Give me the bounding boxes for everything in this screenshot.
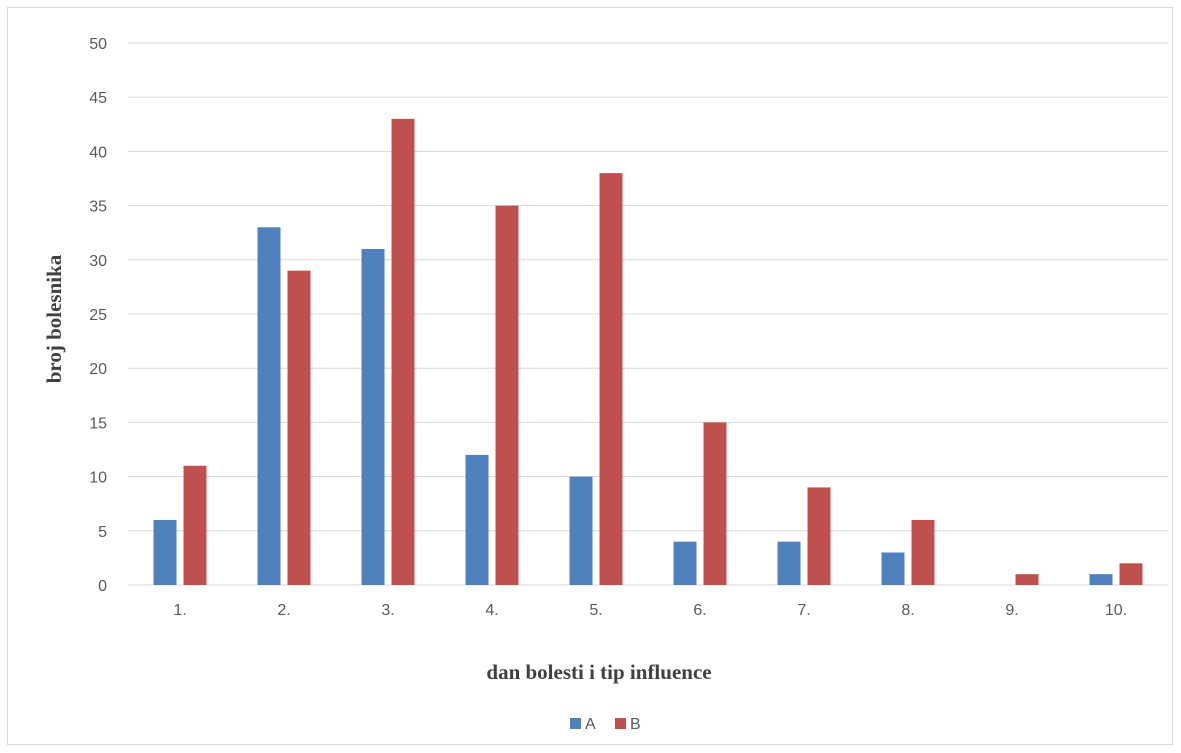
y-tick-label: 15 (89, 415, 107, 432)
x-tick-label: 6. (693, 602, 706, 619)
bar-a-2 (257, 227, 281, 585)
x-tick-label: 7. (797, 602, 810, 619)
x-tick-label: 4. (485, 602, 498, 619)
x-tick-label: 5. (589, 602, 602, 619)
y-tick-label: 10 (89, 470, 107, 487)
chart-frame: 0 5 10 15 20 25 30 35 40 45 50 1. 2. 3. 4. 5. 6. 7. 8. 9. 1… (7, 7, 1173, 745)
x-tick-label: 2. (277, 602, 290, 619)
y-tick-label: 30 (89, 253, 107, 270)
bar-b-1 (183, 465, 207, 585)
x-tick-label: 8. (901, 602, 914, 619)
y-tick-label: 5 (98, 524, 107, 541)
bar-b-9 (1015, 574, 1039, 585)
bar-b-6 (703, 422, 727, 585)
y-tick-label: 50 (89, 36, 107, 53)
x-axis-title: dan bolesti i tip influence (486, 660, 711, 684)
legend-swatch-a (570, 718, 581, 729)
y-axis-title: broj bolesnika (42, 254, 66, 383)
bar-b-3 (391, 118, 415, 585)
x-tick-label: 3. (381, 602, 394, 619)
bar-a-6 (673, 541, 697, 585)
y-axis-ticks: 0 5 10 15 20 25 30 35 40 45 50 (89, 36, 107, 595)
y-tick-label: 0 (98, 578, 107, 595)
y-tick-label: 25 (89, 307, 107, 324)
bar-a-3 (361, 248, 385, 585)
bar-b-4 (495, 205, 519, 585)
bar-a-4 (465, 454, 489, 585)
bar-b-8 (911, 519, 935, 585)
bar-b-10 (1119, 563, 1143, 585)
bar-b-5 (599, 173, 623, 585)
bar-a-5 (569, 476, 593, 585)
bars (153, 118, 1143, 585)
legend-swatch-b (615, 718, 626, 729)
y-tick-label: 40 (89, 144, 107, 161)
bar-a-10 (1089, 574, 1113, 585)
x-axis-ticks: 1. 2. 3. 4. 5. 6. 7. 8. 9. 10. (173, 602, 1127, 619)
y-tick-label: 45 (89, 90, 107, 107)
bar-a-7 (777, 541, 801, 585)
legend-label-b: B (630, 716, 641, 733)
x-tick-label: 9. (1005, 602, 1018, 619)
bar-a-1 (153, 519, 177, 585)
bar-b-2 (287, 270, 311, 585)
y-tick-label: 35 (89, 199, 107, 216)
bar-b-7 (807, 487, 831, 585)
gridlines (128, 42, 1168, 586)
legend-label-a: A (585, 716, 596, 733)
bar-a-8 (881, 552, 905, 585)
x-tick-label: 10. (1105, 602, 1127, 619)
y-tick-label: 20 (89, 361, 107, 378)
x-tick-label: 1. (173, 602, 186, 619)
